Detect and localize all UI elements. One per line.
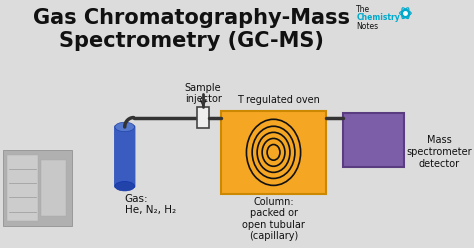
Text: The: The	[356, 5, 371, 14]
Ellipse shape	[115, 182, 135, 191]
FancyBboxPatch shape	[197, 107, 210, 128]
FancyBboxPatch shape	[7, 155, 38, 221]
FancyBboxPatch shape	[3, 151, 72, 226]
Text: Notes: Notes	[356, 22, 379, 31]
FancyBboxPatch shape	[343, 113, 404, 167]
Text: Mass
spectrometer
detector: Mass spectrometer detector	[406, 135, 472, 169]
FancyBboxPatch shape	[221, 111, 326, 194]
FancyBboxPatch shape	[114, 125, 136, 188]
Text: Column:
packed or
open tubular
(capillary): Column: packed or open tubular (capillar…	[242, 197, 305, 241]
Text: Chemistry: Chemistry	[356, 13, 400, 22]
Text: Gas:
He, N₂, H₂: Gas: He, N₂, H₂	[125, 194, 176, 215]
Text: Gas Chromatography-Mass
Spectrometry (GC-MS): Gas Chromatography-Mass Spectrometry (GC…	[33, 7, 350, 51]
FancyBboxPatch shape	[41, 160, 66, 216]
Text: Sample
injector: Sample injector	[185, 83, 221, 104]
Ellipse shape	[115, 122, 135, 132]
Text: T regulated oven: T regulated oven	[237, 95, 320, 105]
